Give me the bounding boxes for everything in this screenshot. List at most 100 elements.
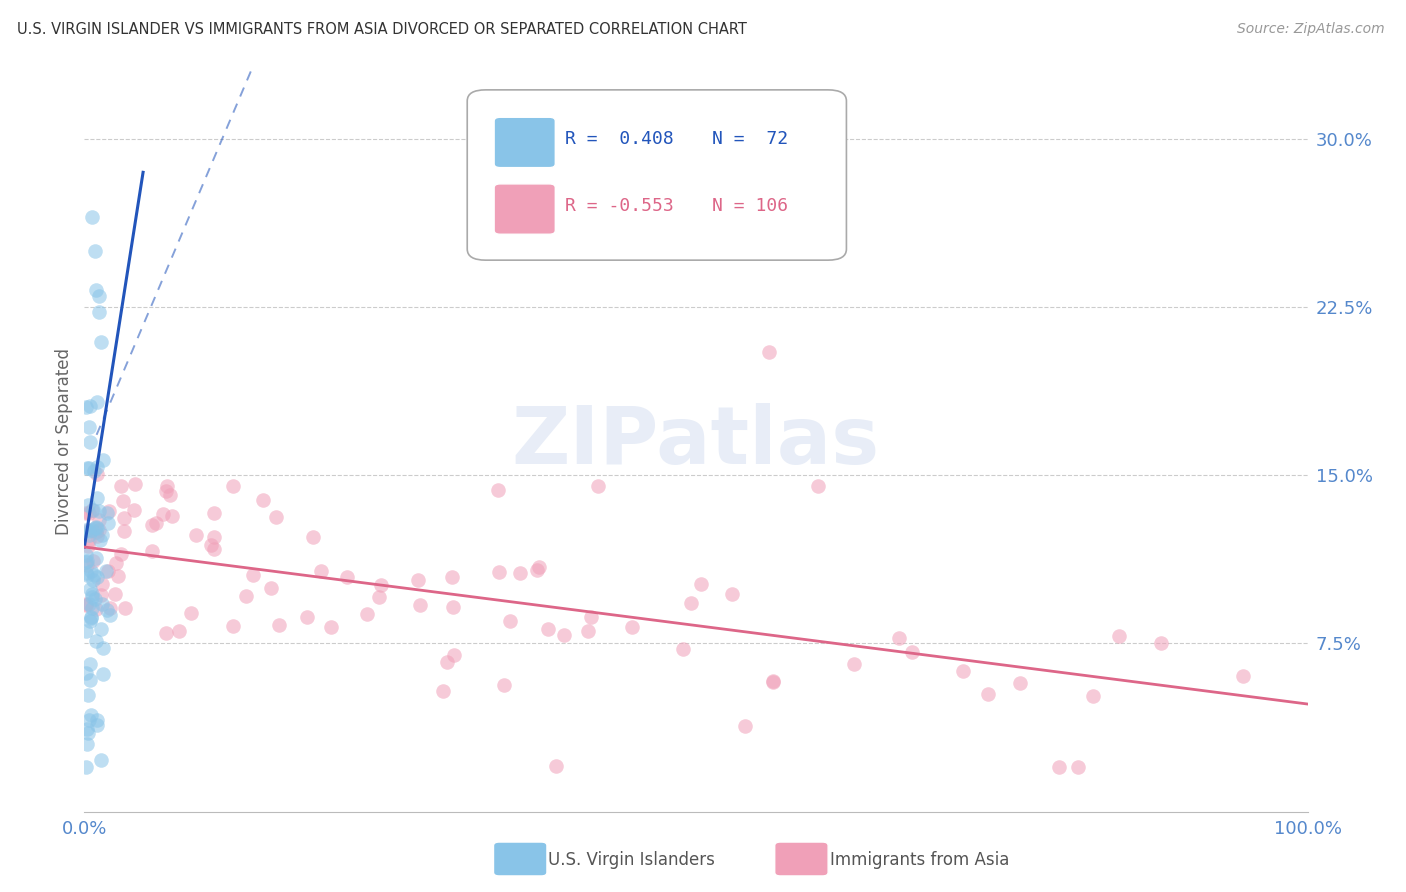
Text: R =  0.408: R = 0.408 [565,130,673,148]
Point [202,530,225,544]
Text: Source: ZipAtlas.com: Source: ZipAtlas.com [1237,22,1385,37]
Point [96,564,118,578]
Point [77,726,100,740]
Point [84,602,107,616]
Point [84,283,107,297]
Point [86,491,108,505]
Point [111,494,134,508]
Point [86,570,108,584]
Point [1150,636,1173,650]
Point [79,461,101,475]
Point [77,533,100,547]
Point [79,614,101,628]
Point [222,619,245,633]
Point [295,609,318,624]
Point [76,553,98,567]
Point [486,483,509,497]
Point [553,628,575,642]
Point [91,528,114,542]
Point [89,533,111,547]
Text: ZIPatlas: ZIPatlas [512,402,880,481]
Point [79,524,101,539]
Point [145,516,167,530]
Point [77,506,100,520]
Point [84,550,107,565]
Point [84,524,107,539]
Point [200,538,222,552]
Point [186,527,208,541]
Point [110,479,132,493]
Point [77,598,100,612]
Point [494,678,516,692]
Point [1066,760,1088,774]
Point [75,524,97,538]
Point [75,760,97,774]
Text: U.S. Virgin Islanders: U.S. Virgin Islanders [548,851,716,869]
Point [689,577,711,591]
Point [672,641,695,656]
Point [105,557,128,571]
Point [86,394,108,409]
Point [79,527,101,541]
Point [260,581,283,595]
Point [242,568,264,582]
Point [1047,760,1070,774]
Point [98,607,121,622]
Point [79,582,101,596]
Point [90,588,112,602]
Point [1232,669,1254,683]
FancyBboxPatch shape [494,184,555,235]
Point [202,541,225,556]
Text: N =  72: N = 72 [711,130,787,148]
Point [91,667,114,681]
Text: U.S. VIRGIN ISLANDER VS IMMIGRANTS FROM ASIA DIVORCED OR SEPARATED CORRELATION C: U.S. VIRGIN ISLANDER VS IMMIGRANTS FROM … [17,22,747,37]
Point [76,567,98,582]
Point [80,523,103,537]
Point [887,631,910,645]
Point [621,620,644,634]
Point [79,523,101,537]
FancyBboxPatch shape [467,90,846,260]
Point [104,587,127,601]
Point [76,723,98,737]
Point [80,210,103,224]
Point [488,565,510,579]
Point [302,530,325,544]
Point [77,688,100,702]
Point [96,603,118,617]
Point [441,570,464,584]
Point [77,420,100,434]
Point [1081,689,1104,703]
Point [94,564,117,578]
Point [75,400,97,414]
Point [952,664,974,678]
Point [114,601,136,615]
Point [536,622,558,636]
Point [319,620,342,634]
Point [443,648,465,662]
Point [79,399,101,413]
Point [90,622,112,636]
Point [579,610,602,624]
Point [734,719,756,733]
Point [152,507,174,521]
Point [82,554,104,568]
Point [159,488,181,502]
Point [79,657,101,672]
Point [82,590,104,604]
Point [75,566,97,581]
Point [844,657,866,671]
Point [96,506,118,520]
Point [79,435,101,450]
Point [80,610,103,624]
Point [84,244,107,258]
Point [98,504,121,518]
Point [80,503,103,517]
Point [110,547,132,561]
Point [89,524,111,538]
Point [222,479,245,493]
Y-axis label: Divorced or Separated: Divorced or Separated [55,348,73,535]
Point [807,479,830,493]
Point [441,600,464,615]
Point [83,592,105,607]
